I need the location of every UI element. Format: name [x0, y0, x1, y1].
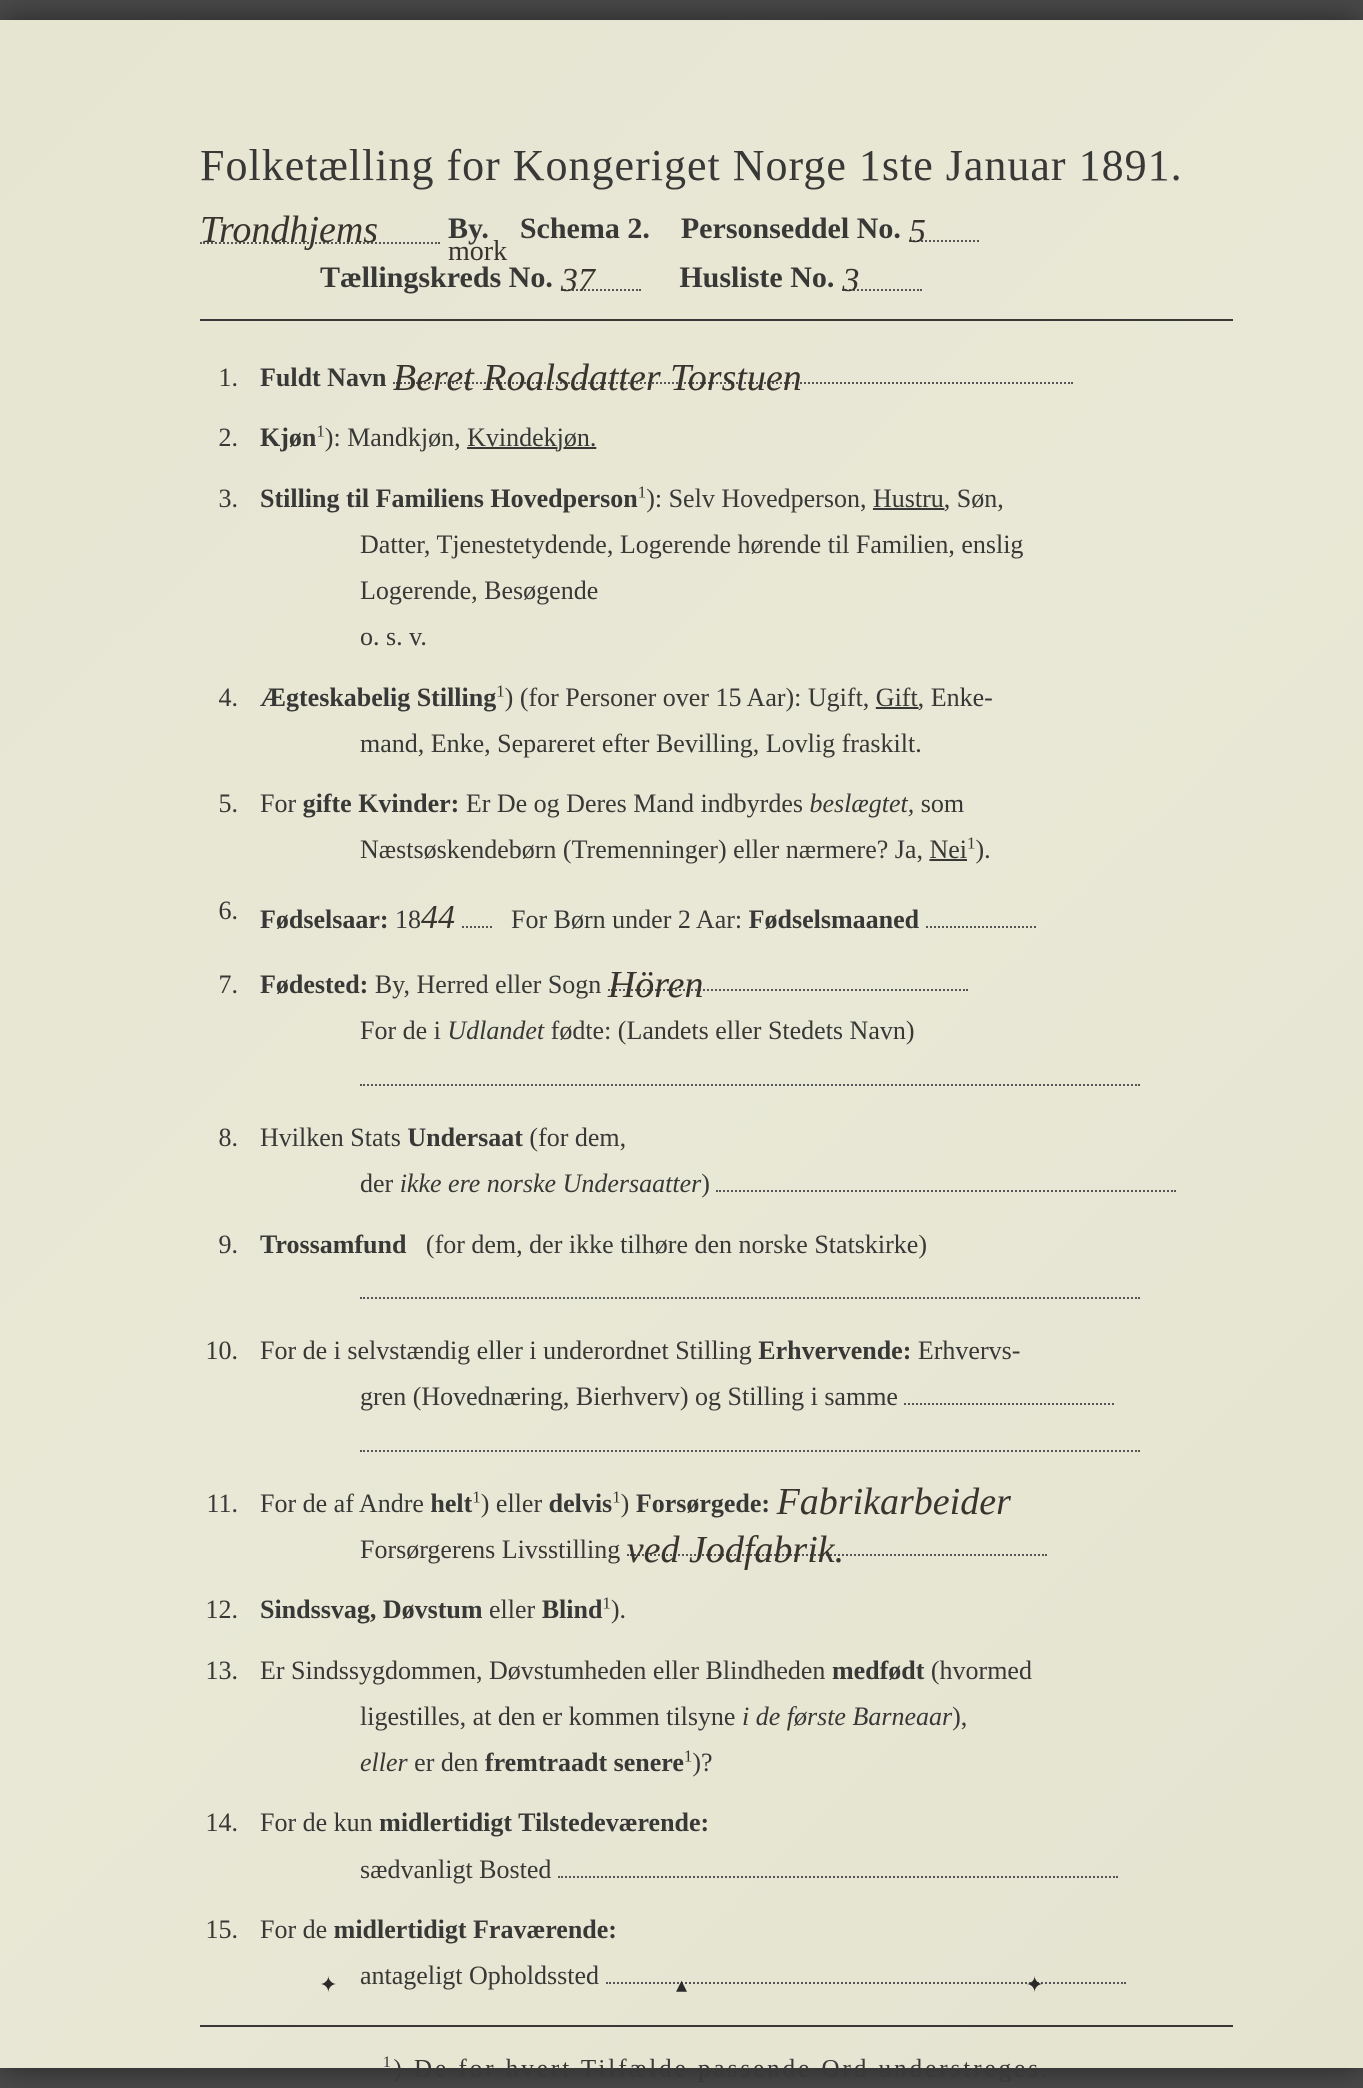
q11-value1: Fabrikarbeider [777, 1481, 1011, 1523]
q3-label: Stilling til Familiens Hovedperson [260, 484, 638, 513]
by-label: By. mork [448, 212, 489, 246]
q6: 6. Fødselsaar: 1844 For Børn under 2 Aar… [200, 888, 1233, 949]
q14-label: midlertidigt Tilstedeværende: [379, 1808, 709, 1837]
q9-label: Trossamfund [260, 1230, 406, 1259]
divider-bottom [200, 2025, 1233, 2027]
q3-underlined: Hustru, [873, 484, 950, 513]
city-handwritten: Trondhjems [200, 209, 378, 251]
header-line-2: Tællingskreds No. 37 Husliste No. 3 [200, 258, 1233, 295]
q15-label: midlertidigt Fraværende: [334, 1915, 617, 1944]
schema-label: Schema 2. [520, 212, 650, 246]
q8: 8. Hvilken Stats Undersaat (for dem, der… [200, 1115, 1233, 1208]
q4-label: Ægteskabelig Stilling [260, 683, 496, 712]
q1-label: Fuldt Navn [260, 363, 386, 392]
q1-value: Beret Roalsdatter Torstuen [393, 357, 802, 399]
binding-marks: ✦ ▴ ✦ [0, 1972, 1363, 1998]
q2: 2. Kjøn1): Mandkjøn, Kvindekjøn. [200, 415, 1233, 461]
husliste-label: Husliste No. [679, 261, 834, 295]
q2-underlined: Kvindekjøn. [467, 423, 596, 452]
q2-opt: Mandkjøn, [347, 423, 460, 452]
q11-label: Forsørgede: [636, 1489, 770, 1518]
q13: 13. Er Sindssygdommen, Døvstumheden elle… [200, 1648, 1233, 1787]
q11: 11. For de af Andre helt1) eller delvis1… [200, 1481, 1233, 1574]
page-title: Folketælling for Kongeriget Norge 1ste J… [200, 140, 1233, 191]
q7-label: Fødested: [260, 970, 368, 999]
kreds-no: 37 [561, 262, 595, 299]
q2-label: Kjøn [260, 423, 316, 452]
q1: 1. Fuldt Navn Beret Roalsdatter Torstuen [200, 355, 1233, 401]
q10: 10. For de i selvstændig eller i underor… [200, 1328, 1233, 1467]
q14: 14. For de kun midlertidigt Tilstedevære… [200, 1800, 1233, 1893]
q6-year: 44 [421, 899, 455, 936]
header-line-1: Trondhjems By. mork Schema 2. Personsedd… [200, 209, 1233, 246]
q5-underlined: Nei [929, 835, 967, 864]
city-sub-hand: mork [448, 236, 507, 268]
kreds-label: Tællingskreds No. [320, 261, 553, 295]
husliste-no: 3 [842, 262, 859, 299]
footnote: 1) De for hvert Tilfælde passende Ord un… [200, 2053, 1233, 2083]
census-form-page: Folketælling for Kongeriget Norge 1ste J… [0, 20, 1363, 2068]
q4-underlined: Gift, [876, 683, 924, 712]
divider-top [200, 319, 1233, 321]
person-label: Personseddel No. [681, 212, 901, 246]
q6-label: Fødselsaar: [260, 905, 389, 934]
q4: 4. Ægteskabelig Stilling1) (for Personer… [200, 675, 1233, 768]
mark-icon: ▴ [676, 1972, 687, 1998]
mark-icon: ✦ [319, 1972, 337, 1998]
q12: 12. Sindssvag, Døvstum eller Blind1). [200, 1587, 1233, 1633]
q9: 9. Trossamfund (for dem, der ikke tilhør… [200, 1222, 1233, 1315]
q3: 3. Stilling til Familiens Hovedperson1):… [200, 476, 1233, 661]
q7: 7. Fødested: By, Herred eller Sogn Hören… [200, 962, 1233, 1101]
q8-label: Undersaat [407, 1123, 523, 1152]
mark-icon: ✦ [1025, 1972, 1043, 1998]
q11-value2: ved Jodfabrik. [627, 1529, 844, 1571]
person-no: 5 [909, 213, 926, 250]
q7-value: Hören [608, 964, 704, 1006]
q12-label: Sindssvag, Døvstum [260, 1595, 483, 1624]
q5: 5. For gifte Kvinder: Er De og Deres Man… [200, 781, 1233, 874]
q10-label: Erhvervende: [758, 1336, 911, 1365]
